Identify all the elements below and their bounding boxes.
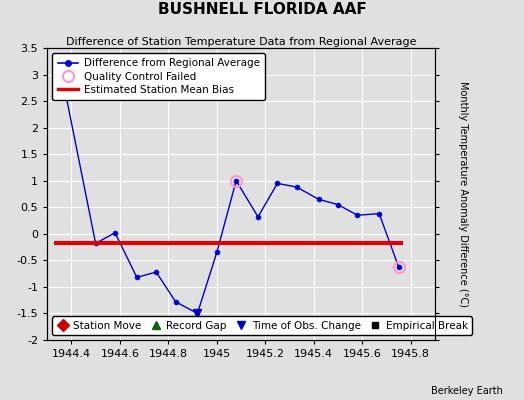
- Legend: Station Move, Record Gap, Time of Obs. Change, Empirical Break: Station Move, Record Gap, Time of Obs. C…: [52, 316, 472, 335]
- Text: Berkeley Earth: Berkeley Earth: [431, 386, 503, 396]
- Text: BUSHNELL FLORIDA AAF: BUSHNELL FLORIDA AAF: [158, 2, 366, 17]
- Y-axis label: Monthly Temperature Anomaly Difference (°C): Monthly Temperature Anomaly Difference (…: [458, 81, 468, 307]
- Title: Difference of Station Temperature Data from Regional Average: Difference of Station Temperature Data f…: [66, 37, 416, 47]
